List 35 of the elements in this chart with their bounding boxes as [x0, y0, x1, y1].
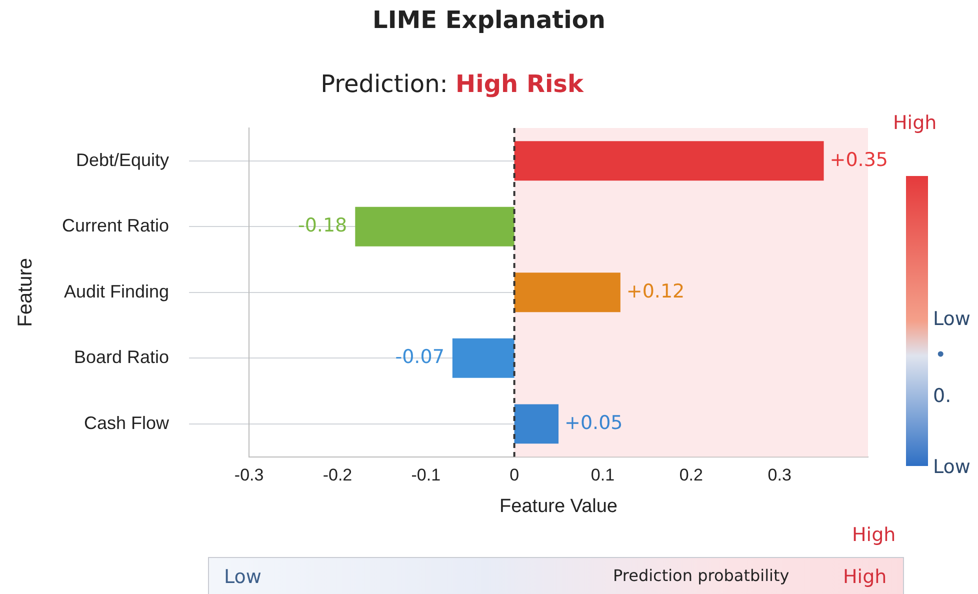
data-label: +0.05	[564, 412, 623, 434]
data-label: -0.18	[298, 214, 348, 237]
y-axis-title: Feature	[14, 258, 37, 327]
y-tick-label: Current Ratio	[62, 216, 170, 236]
y-tick-label: Audit Finding	[64, 281, 170, 302]
data-label: -0.07	[395, 346, 444, 368]
bar	[452, 338, 514, 378]
x-tick-label: 0.1	[590, 466, 615, 485]
x-tick-label: 0	[510, 466, 520, 485]
text: High	[852, 524, 896, 546]
chart-title: LIME Explanation	[372, 6, 606, 34]
y-tick-label: Cash Flow	[84, 412, 170, 433]
text: Low	[224, 566, 262, 588]
text: High	[893, 112, 937, 134]
text: Low	[933, 308, 970, 330]
y-tick-label: Board Ratio	[74, 347, 170, 368]
x-tick-label: -0.2	[322, 466, 352, 485]
data-label: +0.12	[626, 280, 685, 302]
bar	[355, 206, 514, 246]
text: High	[843, 566, 887, 588]
y-tick-label: Debt/Equity	[76, 150, 170, 170]
x-tick-label: -0.3	[234, 466, 264, 485]
x-axis-title: Feature Value	[500, 496, 618, 517]
x-tick-label: -0.1	[411, 466, 441, 485]
data-label: +0.35	[830, 148, 888, 171]
chart-subtitle: Prediction: High Risk	[320, 70, 584, 98]
bar	[514, 141, 824, 181]
text: Prediction probatbility	[613, 566, 790, 585]
x-tick-label: 0.2	[679, 466, 703, 485]
text: Low	[933, 456, 970, 478]
bar	[514, 272, 620, 312]
x-tick-label: 0.3	[768, 466, 792, 485]
text: •	[935, 344, 946, 366]
bar	[514, 404, 559, 444]
text: 0.	[933, 385, 952, 407]
